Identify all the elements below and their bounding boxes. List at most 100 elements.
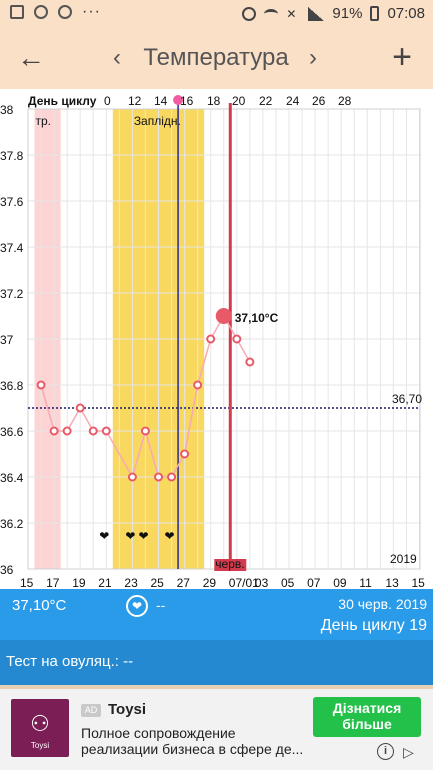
x-tick-label: 07: [307, 576, 321, 589]
notification-icons: ···: [10, 4, 101, 20]
temperature-point: [245, 357, 255, 367]
month-badge: [214, 559, 247, 571]
page-title: Температура: [143, 44, 289, 71]
temperature-point: [75, 403, 85, 413]
wifi-icon: [264, 8, 279, 19]
temperature-chart[interactable]: 38 37.8 37.6 37.4 37.2 37 36.8 36.6 36.4 36.2 36 тр…: [0, 89, 433, 589]
cycle-day-tick: 28: [338, 94, 352, 108]
heart-marker-icon: ❤: [125, 529, 135, 543]
temperature-point: [36, 380, 46, 390]
ovulation-marker-icon: [173, 95, 184, 105]
ad-advertiser-name[interactable]: Toysi: [108, 701, 147, 718]
back-arrow-icon[interactable]: ←: [17, 42, 45, 73]
temperature-point: [206, 334, 216, 344]
temperature-point: [167, 472, 177, 482]
cycle-day-tick: 26: [312, 94, 326, 108]
y-tick-label: 37.2: [0, 287, 24, 301]
y-tick-label: 37: [0, 333, 14, 347]
ad-description[interactable]: Полное сопровождение реализации бизнеса …: [81, 725, 304, 757]
year-label: 2019: [390, 552, 417, 566]
next-chevron-icon[interactable]: ›: [309, 44, 317, 71]
fertile-label: Заплідн.: [134, 114, 181, 128]
ovulation-test-row[interactable]: Тест на овуляц.: --: [0, 640, 433, 685]
temperature-point: [140, 426, 150, 436]
x-tick-label: 17: [46, 576, 60, 589]
x-tick-label: 09: [333, 576, 347, 589]
cycle-day: День циклу 19: [320, 617, 427, 634]
temperature-point: [127, 472, 137, 482]
coverline-label: 36,70: [392, 392, 422, 406]
highlight-label: 37,10°C: [235, 311, 279, 325]
x-tick-label: 15: [412, 576, 426, 589]
ad-choices-icon[interactable]: ▷: [403, 744, 414, 760]
temperature-point: [193, 380, 203, 390]
y-tick-label: 37.6: [0, 195, 24, 209]
cycle-day-tick: 0: [104, 94, 111, 108]
temperature-point: [62, 426, 72, 436]
y-tick-label: 37.4: [0, 241, 24, 255]
ovulation-test-label: Тест на овуляц.: --: [6, 653, 134, 670]
battery-percent: 91%: [332, 5, 363, 22]
ad-info-icon[interactable]: i: [377, 743, 394, 760]
x-tick-label: 15: [20, 576, 34, 589]
ad-badge: AD: [81, 704, 101, 717]
x-tick-label: 25: [151, 576, 165, 589]
mute-icon: ✕: [286, 6, 297, 21]
cycle-day-tick: 14: [154, 94, 168, 108]
system-icons: ✕ 91% 07:08: [242, 5, 425, 22]
intercourse-value: --: [156, 597, 166, 613]
heart-marker-icon: ❤: [138, 529, 148, 543]
temperature-point: [88, 426, 98, 436]
battery-icon: [370, 6, 380, 21]
x-tick-label: 07/01: [229, 576, 259, 589]
heart-icon[interactable]: ❤: [126, 595, 148, 617]
ad-logo-text: Toysi: [30, 741, 50, 750]
ad-logo-mark-icon: ⚇: [30, 711, 50, 736]
ad-banner[interactable]: ⚇ Toysi AD Toysi Полное сопровождение ре…: [0, 685, 433, 770]
x-tick-label: 11: [359, 576, 372, 589]
y-tick-label: 38: [0, 103, 14, 117]
month-label: черв.: [215, 557, 244, 571]
temperature-point: [49, 426, 59, 436]
y-tick-label: 36.4: [0, 471, 24, 485]
app-header: ← ‹ Температура › +: [0, 29, 433, 89]
temperature-point: [101, 426, 111, 436]
cycle-day-tick: 12: [128, 94, 142, 108]
x-tick-label: 23: [124, 576, 138, 589]
cycle-day-tick: 18: [207, 94, 221, 108]
add-icon[interactable]: +: [392, 38, 412, 76]
period-label: тр.: [36, 114, 52, 128]
y-tick-label: 37.8: [0, 149, 24, 163]
cycle-day-tick: 16: [180, 94, 194, 108]
clock: 07:08: [387, 5, 425, 22]
x-tick-label: 27: [177, 576, 191, 589]
y-tick-label: 36.2: [0, 517, 24, 531]
previous-chevron-icon[interactable]: ‹: [113, 44, 121, 71]
x-tick-label: 05: [281, 576, 295, 589]
x-tick-label: 13: [385, 576, 399, 589]
temperature-point: [180, 449, 190, 459]
cycle-day-label: День циклу: [28, 94, 97, 108]
chrome-icon: [34, 5, 48, 19]
temperature-point: [154, 472, 163, 482]
selected-temperature: 37,10°C: [12, 597, 67, 614]
y-tick-label: 36: [0, 563, 14, 577]
y-tick-label: 36.6: [0, 425, 24, 439]
selected-day-info: 37,10°C ❤ -- 30 черв. 2019 День циклу 19: [0, 589, 433, 640]
status-bar: ··· ✕ 91% 07:08: [0, 0, 433, 29]
x-tick-label: 21: [98, 576, 112, 589]
ad-logo[interactable]: ⚇ Toysi: [11, 699, 69, 757]
ad-cta-button[interactable]: Дізнатися більше: [313, 697, 421, 737]
temperature-point: [232, 334, 242, 344]
x-tick-label: 19: [72, 576, 86, 589]
cycle-day-tick: 20: [232, 94, 246, 108]
heart-marker-icon: ❤: [165, 529, 175, 543]
cycle-day-tick: 22: [259, 94, 273, 108]
x-tick-label: 03: [255, 576, 269, 589]
app-icon: [58, 5, 72, 19]
gallery-icon: [10, 5, 24, 19]
selected-date: 30 черв. 2019: [338, 596, 427, 612]
heart-marker-icon: ❤: [99, 529, 109, 543]
signal-icon: [308, 6, 325, 21]
